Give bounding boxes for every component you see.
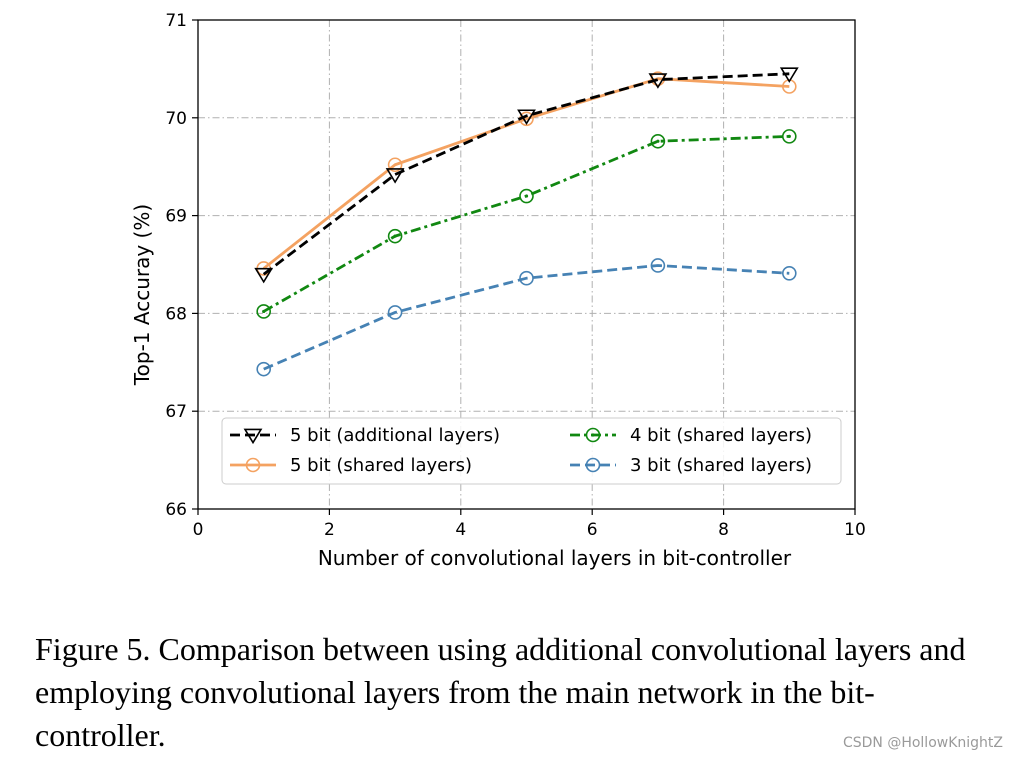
y-axis-label: Top-1 Accuray (%) bbox=[130, 204, 154, 386]
legend-box bbox=[221, 417, 842, 485]
legend-marker bbox=[245, 457, 261, 473]
series-3-bit-shared-layers bbox=[256, 258, 797, 377]
series-line bbox=[262, 77, 790, 270]
x-tick-label: 0 bbox=[193, 520, 204, 540]
legend-label: 5 bit (additional layers) bbox=[290, 425, 500, 446]
series-line bbox=[262, 72, 790, 276]
data-point bbox=[650, 258, 666, 273]
data-point bbox=[387, 157, 403, 173]
watermark: CSDN @HollowKnightZ bbox=[842, 735, 1003, 751]
legend-label: 3 bit (shared layers) bbox=[630, 455, 812, 476]
data-point-center bbox=[524, 194, 529, 198]
data-point bbox=[387, 228, 403, 244]
x-tick-label: 10 bbox=[844, 520, 866, 540]
x-tick-label: 2 bbox=[324, 520, 335, 540]
legend: 5 bit (additional layers) 5 bit (shared l… bbox=[221, 417, 842, 485]
x-tick-label: 6 bbox=[587, 520, 598, 540]
x-tick-label: 8 bbox=[718, 520, 729, 540]
y-tick-label: 69 bbox=[165, 207, 187, 227]
y-tick-label: 71 bbox=[165, 11, 187, 31]
legend-label: 4 bit (shared layers) bbox=[630, 425, 812, 446]
data-point bbox=[385, 168, 405, 184]
data-point-center bbox=[262, 309, 266, 314]
data-point bbox=[650, 133, 666, 149]
legend-entry: 5 bit (additional layers) bbox=[230, 425, 500, 446]
plot-frame bbox=[197, 19, 856, 510]
data-point bbox=[781, 129, 797, 144]
legend-label: 5 bit (shared layers) bbox=[290, 455, 472, 476]
legend-entry: 5 bit (shared layers) bbox=[230, 455, 472, 476]
data-point-center bbox=[787, 134, 791, 138]
y-tick-label: 66 bbox=[165, 500, 187, 520]
data-point bbox=[519, 188, 534, 204]
legend-marker bbox=[585, 427, 601, 443]
legend-entry: 3 bit (shared layers) bbox=[570, 455, 812, 476]
data-point bbox=[779, 67, 799, 83]
series-5-bit-shared-layers bbox=[256, 71, 797, 276]
figure-caption: Figure 5. Comparison between using addit… bbox=[35, 631, 966, 753]
data-point bbox=[781, 266, 797, 281]
legend-marker-center bbox=[591, 433, 595, 437]
legend-marker bbox=[585, 457, 601, 473]
series-line bbox=[263, 264, 790, 371]
data-point bbox=[256, 304, 272, 319]
series-4-bit-shared-layers bbox=[256, 129, 797, 319]
data-point bbox=[387, 305, 403, 320]
data-point bbox=[254, 267, 274, 284]
data-point-center bbox=[656, 139, 660, 143]
x-tick-label: 4 bbox=[455, 520, 466, 540]
data-point bbox=[517, 109, 536, 125]
series-5-bit-additional-layers bbox=[254, 67, 799, 284]
data-point bbox=[519, 270, 534, 286]
data-point bbox=[648, 73, 668, 89]
data-point-center bbox=[393, 234, 397, 238]
series-layer bbox=[254, 67, 799, 377]
data-point bbox=[256, 361, 272, 377]
legend-entry: 4 bit (shared layers) bbox=[570, 425, 812, 446]
y-tick-label: 67 bbox=[165, 402, 187, 422]
y-tick-label: 68 bbox=[165, 304, 187, 324]
x-axis-label: Number of convolutional layers in bit-co… bbox=[318, 546, 792, 570]
y-tick-label: 70 bbox=[165, 109, 187, 129]
legend-marker bbox=[243, 428, 263, 445]
